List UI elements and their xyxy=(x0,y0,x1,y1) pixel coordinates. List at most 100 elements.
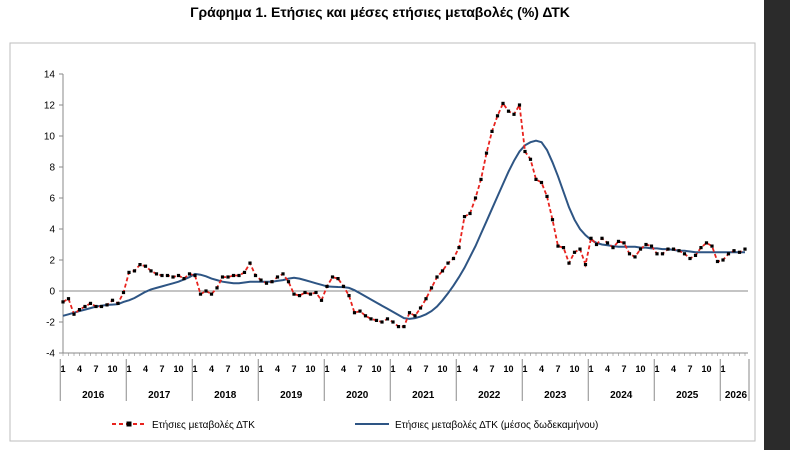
series-annual-point xyxy=(182,277,186,281)
x-year-label: 2017 xyxy=(148,390,171,401)
series-annual-point xyxy=(737,250,742,254)
series-annual-point xyxy=(347,294,351,298)
series-annual-point xyxy=(528,157,533,161)
x-month-label: 4 xyxy=(209,364,214,374)
series-annual-point xyxy=(369,317,373,321)
series-annual-point xyxy=(165,273,170,278)
x-year-label: 2016 xyxy=(82,390,105,401)
x-month-label: 10 xyxy=(569,364,579,374)
series-annual-point xyxy=(534,177,538,181)
legend-average-label: Ετήσιες μεταβολές ΔΤΚ (μέσος δωδεκαμήνου… xyxy=(395,419,598,431)
x-month-label: 7 xyxy=(93,364,98,374)
series-annual-point xyxy=(655,252,659,256)
series-annual-point xyxy=(94,304,98,309)
series-annual-point xyxy=(594,242,599,247)
x-month-label: 1 xyxy=(60,364,65,374)
x-month-label: 1 xyxy=(720,364,725,374)
series-annual-point xyxy=(572,250,577,254)
series-annual-point xyxy=(688,256,692,261)
series-annual-point xyxy=(622,241,626,245)
series-annual-point xyxy=(561,246,566,250)
series-annual-point xyxy=(506,109,511,113)
series-annual-point xyxy=(303,290,307,295)
series-annual-point xyxy=(121,290,126,295)
series-annual-point xyxy=(171,275,175,279)
series-annual-point xyxy=(732,249,736,253)
series-annual-point xyxy=(677,249,681,253)
series-annual-point xyxy=(671,247,676,251)
series-annual-point xyxy=(198,292,203,296)
x-month-label: 10 xyxy=(107,364,117,374)
series-annual-point xyxy=(270,280,274,284)
series-annual-point xyxy=(380,320,384,324)
series-annual-point xyxy=(99,304,104,309)
series-annual-point xyxy=(556,244,560,248)
series-annual-point xyxy=(611,246,615,250)
series-annual-point xyxy=(330,275,335,279)
x-month-label: 1 xyxy=(588,364,593,374)
x-year-label: 2026 xyxy=(725,390,748,401)
series-annual-point xyxy=(286,280,291,284)
x-year-label: 2021 xyxy=(412,390,435,401)
series-annual-point xyxy=(704,241,709,245)
series-annual-point xyxy=(72,312,76,316)
series-annual-point xyxy=(627,252,632,256)
x-month-label: 4 xyxy=(275,364,280,374)
y-tick-label: -4 xyxy=(46,349,55,360)
series-annual-point xyxy=(314,290,318,295)
series-annual-point xyxy=(715,259,720,264)
series-annual-point xyxy=(545,194,549,198)
series-annual-point xyxy=(457,246,461,250)
series-annual-point xyxy=(66,297,71,301)
series-annual-point xyxy=(666,247,670,251)
series-annual-point xyxy=(138,263,142,267)
x-year-label: 2020 xyxy=(346,390,369,401)
x-month-label: 10 xyxy=(305,364,315,374)
series-annual-point xyxy=(605,241,610,245)
y-tick-label: 4 xyxy=(49,225,55,236)
series-annual-point xyxy=(281,272,285,276)
series-annual-point xyxy=(699,246,703,250)
series-annual-point xyxy=(242,270,247,274)
x-month-label: 10 xyxy=(701,364,711,374)
series-annual-point xyxy=(204,289,208,293)
series-annual-point xyxy=(61,300,65,304)
series-annual-point xyxy=(391,320,395,324)
series-annual-point xyxy=(248,261,252,265)
y-tick-label: 2 xyxy=(49,256,55,267)
legend: Ετήσιες μεταβολές ΔΤΚ Ετήσιες μεταβολές … xyxy=(112,419,598,431)
series-annual-line xyxy=(62,101,746,328)
x-year-label: 2019 xyxy=(280,390,303,401)
series-annual-point xyxy=(308,292,313,296)
series-annual-point xyxy=(413,314,417,318)
series-annual-point xyxy=(352,311,357,315)
series-annual-point xyxy=(127,270,131,274)
series-annual-point xyxy=(396,325,401,329)
x-month-label: 1 xyxy=(522,364,527,374)
series-annual-point xyxy=(633,255,637,259)
series-annual-point xyxy=(83,304,87,309)
y-tick-label: 14 xyxy=(44,70,56,81)
series-annual-point xyxy=(726,252,731,256)
series-annual-point xyxy=(105,303,109,307)
series-annual-point xyxy=(154,272,159,276)
series-annual-point xyxy=(446,261,450,265)
series-annual-point xyxy=(600,236,604,240)
series-annual-point xyxy=(220,275,225,279)
series-annual-point xyxy=(385,317,390,321)
series-annual-point xyxy=(473,196,478,200)
series-annual-point xyxy=(616,239,621,243)
series-annual-point xyxy=(275,275,280,279)
series-annual-point xyxy=(358,309,362,313)
series-annual-point xyxy=(479,177,483,181)
x-month-label: 10 xyxy=(503,364,513,374)
series-annual-point xyxy=(429,286,434,290)
legend-annual-marker xyxy=(126,421,132,427)
x-month-label: 10 xyxy=(371,364,381,374)
series-annual-point xyxy=(237,273,241,278)
chart-frame xyxy=(9,42,756,442)
x-month-label: 7 xyxy=(687,364,692,374)
x-year-label: 2023 xyxy=(544,390,567,401)
series-annual-point xyxy=(264,281,269,285)
x-year-label: 2024 xyxy=(610,390,633,401)
